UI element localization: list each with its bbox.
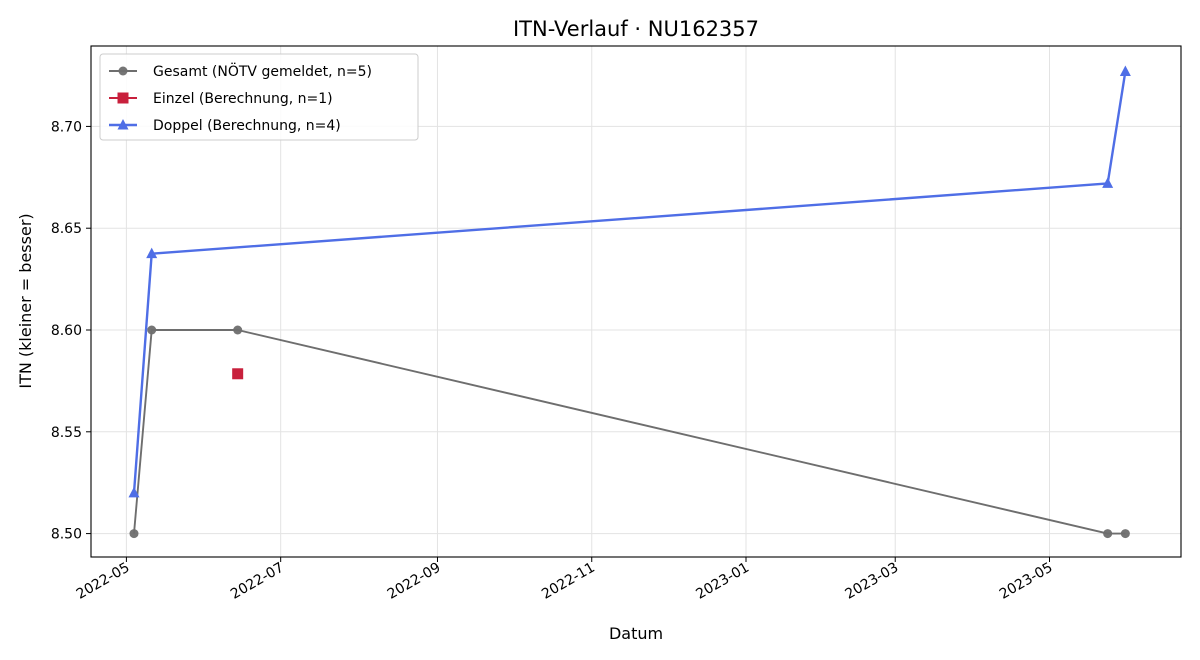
chart-title: ITN-Verlauf · NU162357 bbox=[513, 17, 759, 41]
series-layer bbox=[128, 65, 1131, 539]
legend-label: Einzel (Berechnung, n=1) bbox=[153, 91, 333, 107]
y-tick-label: 8.50 bbox=[51, 527, 82, 543]
data-point bbox=[233, 325, 243, 335]
legend-label: Gesamt (NÖTV gemeldet, n=5) bbox=[153, 62, 372, 80]
data-point bbox=[1119, 65, 1131, 76]
data-point bbox=[129, 529, 139, 539]
data-point bbox=[128, 486, 140, 498]
legend-label: Doppel (Berechnung, n=4) bbox=[153, 118, 341, 134]
legend: Gesamt (NÖTV gemeldet, n=5) Einzel (Berec… bbox=[99, 53, 419, 141]
legend-box bbox=[99, 53, 419, 141]
plot-frame bbox=[90, 45, 1182, 558]
data-point bbox=[232, 368, 244, 380]
y-axis-label: ITN (kleiner = besser) bbox=[16, 213, 35, 388]
series-square bbox=[232, 368, 244, 380]
data-point bbox=[1120, 529, 1130, 539]
legend-marker bbox=[117, 119, 129, 130]
y-tick-label: 8.60 bbox=[51, 323, 82, 339]
data-point bbox=[146, 247, 158, 259]
x-axis-label: Datum bbox=[609, 624, 663, 643]
grid bbox=[91, 46, 1181, 557]
legend-marker bbox=[118, 66, 128, 76]
series-triangle bbox=[128, 65, 1131, 498]
y-tick-label: 8.55 bbox=[51, 425, 82, 441]
y-tick-label: 8.70 bbox=[51, 119, 82, 135]
data-point bbox=[1103, 529, 1113, 539]
series-circle bbox=[129, 325, 1130, 539]
legend-marker bbox=[117, 92, 129, 104]
series-line bbox=[132, 71, 1127, 493]
data-point bbox=[1102, 177, 1114, 188]
data-point bbox=[147, 325, 157, 335]
y-tick-label: 8.65 bbox=[51, 221, 82, 237]
